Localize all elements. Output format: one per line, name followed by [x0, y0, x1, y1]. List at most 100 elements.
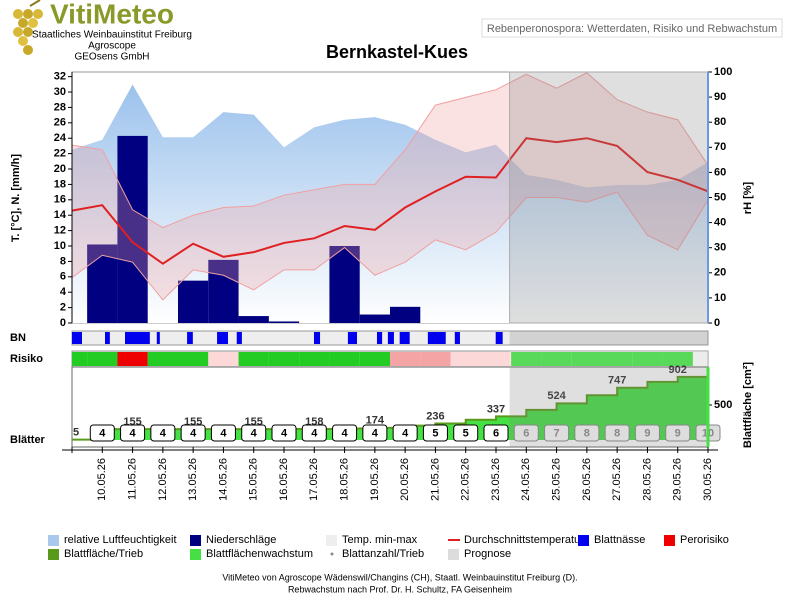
leaf-area-label: 174	[366, 415, 385, 427]
leaf-count-box	[665, 424, 691, 442]
x-tick-label: 23.05.26	[490, 458, 502, 501]
x-tick-label: 29.05.26	[672, 458, 684, 501]
y-tick-label: 12	[54, 225, 66, 237]
leaf-wetness	[454, 332, 460, 344]
x-tick-label: 15.05.26	[248, 458, 260, 501]
y2-tick-label: 50	[714, 191, 726, 203]
leaf-y-tick-label: 500	[714, 399, 732, 411]
y-tick-label: 22	[54, 148, 66, 160]
bar	[359, 314, 390, 323]
leaf-count-box	[574, 424, 600, 442]
leaf-wetness	[105, 332, 110, 344]
legend-swatch	[48, 549, 59, 560]
leaf-count-label: 4	[160, 427, 167, 439]
risk-cell	[450, 352, 481, 366]
y2-tick-label: 20	[714, 267, 726, 279]
leaf-area-label: 5	[73, 427, 79, 439]
leaf-wetness	[187, 332, 193, 344]
risk-cell	[541, 352, 572, 366]
x-tick-label: 20.05.26	[399, 458, 411, 501]
subtitle: Rebenperonospora: Wetterdaten, Risiko un…	[487, 23, 777, 35]
footer: Rebwachstum nach Prof. Dr. H. Schultz, F…	[288, 584, 512, 594]
leaf-wetness	[399, 332, 410, 344]
risk-cell	[329, 352, 360, 366]
y-tick-label: 20	[54, 163, 66, 175]
leaf-area-label: 524	[547, 390, 566, 402]
leaf-area-label: 236	[426, 410, 444, 422]
leaf-count-label: 4	[402, 427, 409, 439]
row-label: BN	[10, 332, 26, 344]
header-line: Agroscope	[88, 41, 136, 52]
risk-cell	[178, 352, 209, 366]
leaf-count-label: 9	[644, 427, 650, 439]
risk-cell	[390, 352, 421, 366]
leaf-count-box	[483, 424, 509, 442]
legend-label: Blattflächenwachstum	[206, 548, 313, 560]
leaf-count-label: 4	[220, 427, 227, 439]
legend-label: Niederschläge	[206, 534, 276, 546]
legend-swatch	[330, 552, 334, 556]
legend-swatch	[190, 549, 201, 560]
leaf-wetness	[427, 332, 446, 344]
leaf-count-box	[150, 424, 176, 442]
mean-temp-line	[71, 137, 709, 265]
leaf-count-label: 4	[251, 427, 258, 439]
x-tick-label: 16.05.26	[278, 458, 290, 501]
x-tick-label: 22.05.26	[460, 458, 472, 501]
legend-label: Prognose	[464, 548, 511, 560]
y-tick-label: 30	[54, 86, 66, 98]
chart-title: Bernkastel-Kues	[326, 42, 468, 62]
y2-tick-label: 30	[714, 242, 726, 254]
leaf-count-box	[271, 424, 297, 442]
leaf-count-label: 8	[614, 427, 620, 439]
leaf-count-label: 8	[584, 427, 590, 439]
temp-min-line	[71, 191, 709, 301]
leaf-count-label: 4	[99, 427, 106, 439]
leaf-wetness	[495, 332, 503, 344]
risk-cell	[299, 352, 330, 366]
y-tick-label: 8	[60, 255, 66, 267]
y-tick-label: 4	[60, 286, 67, 298]
x-tick-label: 27.05.26	[611, 458, 623, 501]
bar	[238, 316, 269, 323]
legend-label: Blattnässe	[594, 534, 645, 546]
leaf-count-box	[120, 424, 146, 442]
leaf-axis-label: Blattfläche [cm²]	[742, 362, 754, 449]
leaf-count-box	[634, 424, 660, 442]
y-tick-label: 32	[54, 71, 66, 83]
leaf-count-label: 4	[190, 427, 197, 439]
risk-cell	[87, 352, 118, 366]
risk-cell	[420, 352, 451, 366]
x-tick-label: 30.05.26	[702, 458, 714, 501]
risk-cell	[480, 352, 512, 366]
logo-text: VitiMeteo	[50, 0, 174, 29]
leaf-count-box	[362, 424, 388, 442]
x-tick-label: 13.05.26	[187, 458, 199, 501]
legend-swatch	[190, 535, 201, 546]
legend-swatch	[578, 535, 589, 546]
leaf-count-label: 4	[130, 427, 137, 439]
legend-label: Perorisiko	[680, 534, 729, 546]
leaf-count-box	[544, 424, 570, 442]
leaf-wetness	[387, 332, 394, 344]
row-label: Risiko	[10, 353, 43, 365]
y2-tick-label: 40	[714, 217, 726, 229]
leaf-count-label: 5	[432, 427, 438, 439]
leaf-count-label: 4	[372, 427, 379, 439]
leaf-wetness	[72, 332, 82, 344]
bar	[390, 306, 421, 323]
y-tick-label: 0	[60, 317, 66, 329]
header-line: Staatliches Weinbauinstitut Freiburg	[32, 30, 192, 41]
risk-cell	[511, 352, 542, 366]
leaf-count-box	[180, 424, 206, 442]
legend-label: relative Luftfeuchtigkeit	[64, 534, 177, 546]
risk-cell	[602, 352, 633, 366]
leaf-count-label: 7	[554, 427, 560, 439]
legend-label: Blattanzahl/Trieb	[342, 548, 424, 560]
risk-cell	[147, 352, 178, 366]
risk-cell	[632, 352, 663, 366]
x-tick-label: 18.05.26	[338, 458, 350, 501]
leaf-count-box	[604, 424, 630, 442]
temp-max-line	[71, 72, 709, 229]
